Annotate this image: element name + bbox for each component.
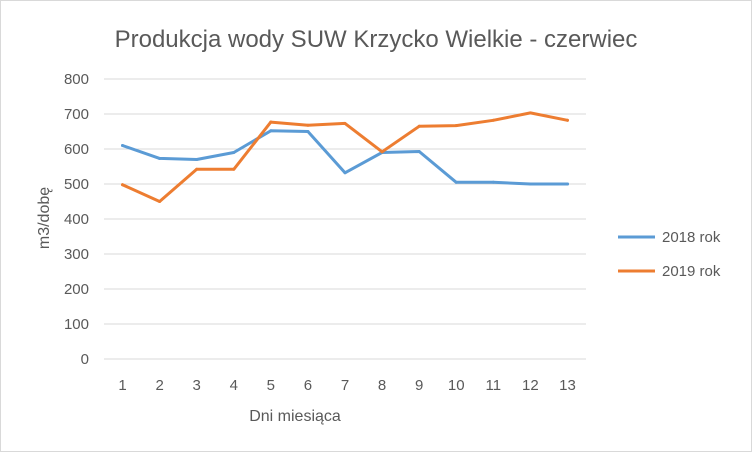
x-tick-label: 1 xyxy=(118,377,126,394)
data-point xyxy=(195,158,199,161)
y-tick-label: 700 xyxy=(64,106,89,123)
x-tick-label: 10 xyxy=(448,377,465,394)
x-tick-label: 4 xyxy=(230,377,238,394)
y-tick-label: 300 xyxy=(64,246,89,263)
x-tick-label: 3 xyxy=(193,377,201,394)
data-point xyxy=(565,182,569,186)
y-tick-label: 400 xyxy=(64,211,89,228)
y-tick-label: 100 xyxy=(64,316,89,333)
y-tick-label: 500 xyxy=(64,176,89,193)
data-point xyxy=(528,111,532,115)
data-point xyxy=(343,121,347,125)
data-point xyxy=(491,118,495,122)
x-tick-label: 6 xyxy=(304,377,312,394)
x-tick-label: 8 xyxy=(378,377,386,394)
y-tick-label: 800 xyxy=(64,71,89,88)
data-point xyxy=(121,144,125,147)
data-point xyxy=(380,150,384,154)
data-point xyxy=(306,130,310,133)
data-point xyxy=(121,183,125,187)
x-tick-label: 11 xyxy=(486,377,502,394)
series-line-2 xyxy=(121,111,569,203)
y-tick-label: 200 xyxy=(64,281,89,298)
data-point xyxy=(565,118,569,122)
series-lines xyxy=(121,111,569,203)
y-tick-label: 600 xyxy=(64,141,89,158)
x-tick-label: 2 xyxy=(155,377,163,394)
data-point xyxy=(417,124,421,128)
legend-label: 2019 rok xyxy=(662,263,721,280)
data-point xyxy=(306,123,310,127)
data-point xyxy=(269,120,273,124)
data-point xyxy=(232,167,236,171)
y-axis-ticks: 0 100 200 300 400 500 600 700 800 xyxy=(64,71,89,368)
data-point xyxy=(195,167,199,171)
x-tick-label: 7 xyxy=(341,377,349,394)
data-point xyxy=(454,124,458,128)
gridlines xyxy=(104,78,586,360)
data-point xyxy=(417,149,421,153)
data-point xyxy=(528,182,532,186)
data-point xyxy=(158,200,162,203)
data-point xyxy=(232,151,236,154)
legend: 2018 rok 2019 rok xyxy=(618,229,721,280)
x-axis-title: Dni miesiąca xyxy=(249,408,341,425)
data-point xyxy=(343,171,347,175)
legend-label: 2018 rok xyxy=(662,229,721,246)
x-tick-label: 12 xyxy=(522,377,539,394)
data-point xyxy=(491,180,495,184)
data-point xyxy=(269,129,273,133)
x-tick-label: 13 xyxy=(559,377,576,394)
x-tick-label: 9 xyxy=(415,377,423,394)
x-axis-ticks: 1 2 3 4 5 6 7 8 9 10 11 12 13 xyxy=(118,377,575,394)
x-tick-label: 5 xyxy=(267,377,275,394)
data-point xyxy=(158,156,162,160)
chart-title: Produkcja wody SUW Krzycko Wielkie - cze… xyxy=(115,26,638,53)
y-tick-label: 0 xyxy=(81,351,89,368)
y-axis-title: m3/dobę xyxy=(36,187,53,249)
data-point xyxy=(454,180,458,184)
